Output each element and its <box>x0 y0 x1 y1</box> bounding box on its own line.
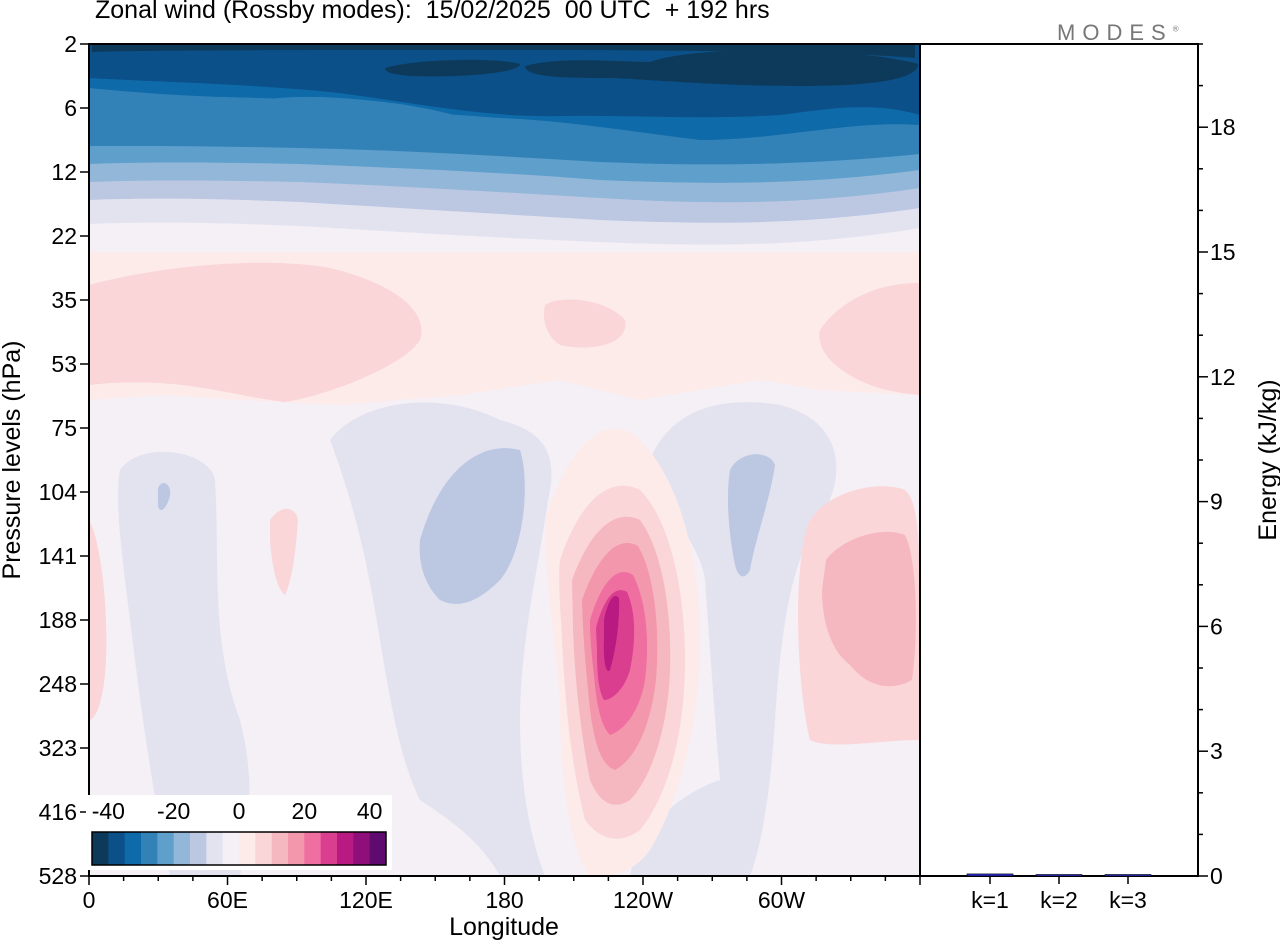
x-tick-label: 60W <box>758 887 806 913</box>
colorbar-tick-label: 40 <box>357 798 383 824</box>
energy-tick-label: 6 <box>1210 613 1223 639</box>
energy-panel-frame <box>919 43 1199 877</box>
troposphere-westerly-jets <box>89 428 920 876</box>
longitude-axis: 0 60E 120E 180 120W 60W <box>83 876 921 913</box>
x-tick-label: 180 <box>485 887 523 913</box>
y-tick-label: 104 <box>39 479 78 505</box>
y-tick-label: 2 <box>64 31 77 57</box>
colorbar-swatch <box>157 832 175 865</box>
westerly-band-35-53hpa <box>89 262 920 402</box>
colorbar-swatch <box>108 832 126 865</box>
x-tick-label: 120W <box>613 887 673 913</box>
colorbar-swatch <box>141 832 158 865</box>
energy-category-label: k=2 <box>1040 887 1078 913</box>
y-tick-label: 6 <box>64 95 77 121</box>
energy-tick-label: 15 <box>1210 239 1236 265</box>
colorbar-frame <box>91 831 387 866</box>
troposphere-easterly-cells <box>118 402 837 876</box>
colorbar-swatch <box>239 832 256 865</box>
energy-bar-k=1 <box>966 873 1014 877</box>
y-tick-label: 248 <box>39 671 77 697</box>
energy-tick-label: 3 <box>1210 738 1223 764</box>
energy-axis: 0 3 6 9 12 15 18 <box>1198 43 1236 889</box>
pressure-axis: 2 6 12 22 35 53 75 104 141 188 248 323 416 528 <box>39 31 89 889</box>
colorbar-swatch <box>271 832 289 865</box>
energy-tick-label: 0 <box>1210 863 1223 889</box>
energy-bars: k=1 k=2 k=3 <box>966 873 1152 913</box>
energy-tick-label: 12 <box>1210 364 1236 390</box>
stratospheric-easterlies <box>89 44 920 252</box>
energy-tick-label: 18 <box>1210 114 1236 140</box>
y-tick-label: 12 <box>51 159 77 185</box>
colorbar-tick-label: 0 <box>233 798 246 824</box>
colorbar-tick-label: -20 <box>157 798 190 824</box>
y-tick-label: 416 <box>39 799 77 825</box>
colorbar-swatch <box>288 832 305 865</box>
energy-tick-label: 9 <box>1210 489 1223 515</box>
logo-registered-mark: ® <box>1172 24 1179 34</box>
x-axis-label: Longitude <box>449 913 559 941</box>
colorbar-swatch <box>92 832 109 865</box>
zonal-wind-field <box>89 44 920 876</box>
colorbar-swatch <box>124 832 142 865</box>
energy-axis-label: Energy (kJ/kg) <box>1254 379 1280 540</box>
y-tick-label: 22 <box>51 223 77 249</box>
y-axis-label: Pressure levels (hPa) <box>0 341 26 580</box>
x-tick-label: 120E <box>339 887 393 913</box>
colorbar-tick-label: 20 <box>292 798 318 824</box>
energy-bar-k=3 <box>1104 874 1152 877</box>
modes-logo: MODES® <box>1057 20 1179 46</box>
colorbar-swatch <box>320 832 338 865</box>
colorbar-tick-label: -40 <box>92 798 125 824</box>
colorbar-swatch <box>304 832 322 865</box>
energy-bar-k=2 <box>1035 874 1083 877</box>
energy-category-label: k=1 <box>971 887 1009 913</box>
colorbar-swatch <box>353 832 371 865</box>
y-tick-label: 35 <box>51 287 77 313</box>
y-tick-label: 188 <box>39 607 77 633</box>
y-tick-label: 75 <box>51 415 77 441</box>
logo-text: MODES <box>1057 20 1173 45</box>
x-tick-label: 0 <box>83 887 96 913</box>
colorbar: -40 -20 0 20 40 <box>86 795 392 870</box>
y-tick-label: 528 <box>39 863 77 889</box>
x-tick-label: 60E <box>207 887 248 913</box>
colorbar-swatch <box>337 832 354 865</box>
y-tick-label: 53 <box>51 351 77 377</box>
energy-category-label: k=3 <box>1109 887 1147 913</box>
colorbar-swatch <box>255 832 273 865</box>
colorbar-swatch <box>173 832 191 865</box>
colorbar-swatch <box>190 832 207 865</box>
y-tick-label: 323 <box>39 735 77 761</box>
colorbar-swatch <box>222 832 240 865</box>
chart-title: Zonal wind (Rossby modes): 15/02/2025 00… <box>95 0 770 24</box>
colorbar-swatch <box>369 832 387 865</box>
colorbar-swatch <box>206 832 224 865</box>
y-tick-label: 141 <box>39 543 77 569</box>
